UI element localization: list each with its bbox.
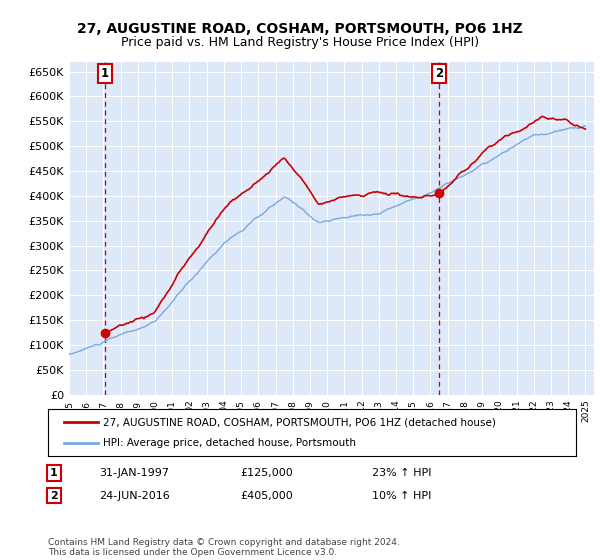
Text: £125,000: £125,000 xyxy=(240,468,293,478)
Text: 31-JAN-1997: 31-JAN-1997 xyxy=(99,468,169,478)
Text: Price paid vs. HM Land Registry's House Price Index (HPI): Price paid vs. HM Land Registry's House … xyxy=(121,36,479,49)
Text: 2: 2 xyxy=(50,491,58,501)
Text: 2: 2 xyxy=(434,67,443,80)
Text: HPI: Average price, detached house, Portsmouth: HPI: Average price, detached house, Port… xyxy=(103,438,356,448)
Text: 10% ↑ HPI: 10% ↑ HPI xyxy=(372,491,431,501)
Text: 27, AUGUSTINE ROAD, COSHAM, PORTSMOUTH, PO6 1HZ: 27, AUGUSTINE ROAD, COSHAM, PORTSMOUTH, … xyxy=(77,22,523,36)
Text: 24-JUN-2016: 24-JUN-2016 xyxy=(99,491,170,501)
Text: 1: 1 xyxy=(101,67,109,80)
Text: £405,000: £405,000 xyxy=(240,491,293,501)
Text: 23% ↑ HPI: 23% ↑ HPI xyxy=(372,468,431,478)
Text: 1: 1 xyxy=(50,468,58,478)
Text: Contains HM Land Registry data © Crown copyright and database right 2024.
This d: Contains HM Land Registry data © Crown c… xyxy=(48,538,400,557)
Text: 27, AUGUSTINE ROAD, COSHAM, PORTSMOUTH, PO6 1HZ (detached house): 27, AUGUSTINE ROAD, COSHAM, PORTSMOUTH, … xyxy=(103,417,496,427)
